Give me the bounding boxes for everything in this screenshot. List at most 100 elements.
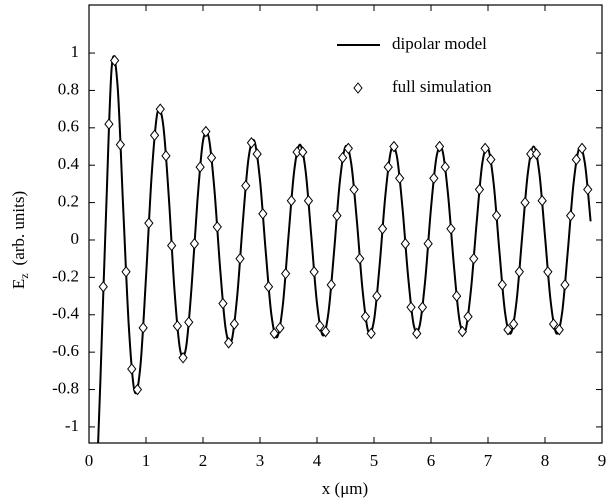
plot-area [97, 54, 593, 443]
diamond-marker [377, 222, 388, 235]
x-tick-label: 4 [313, 451, 322, 470]
y-tick-label: 0.2 [58, 192, 79, 211]
diamond-marker [206, 151, 217, 164]
diamond-marker [491, 209, 502, 222]
diamond-marker [457, 325, 467, 338]
y-tick-label: -0.8 [52, 378, 79, 397]
x-tick-label: 1 [142, 451, 151, 470]
diamond-marker [195, 161, 205, 173]
x-axis-label: x (μm) [322, 479, 368, 498]
diamond-marker [440, 161, 450, 173]
diamond-marker [149, 129, 160, 142]
x-tick-label: 6 [427, 451, 436, 470]
diamond-marker [127, 363, 137, 375]
diamond-marker [258, 208, 268, 220]
diamond-marker [486, 153, 496, 166]
diamond-marker [212, 221, 222, 233]
y-tick-label: 0.8 [58, 79, 79, 98]
diamond-marker [520, 196, 530, 209]
diamond-marker [286, 194, 296, 207]
diamond-marker [566, 209, 576, 222]
diamond-marker [167, 239, 177, 252]
y-axis-label: Ez (arb. units) [9, 191, 31, 289]
diamond-marker [395, 172, 405, 185]
diamond-marker [104, 118, 114, 130]
diamond-marker [406, 301, 416, 314]
diamond-marker [583, 183, 593, 196]
diamond-marker [400, 237, 410, 250]
y-axis-label-sub: z [17, 273, 31, 278]
diamond-marker [531, 148, 542, 160]
diamond-marker [275, 322, 285, 334]
diamond-marker [121, 265, 131, 278]
x-tick-label: 9 [598, 451, 607, 470]
diamond-marker [338, 151, 348, 164]
diamond-marker [263, 280, 274, 293]
diamond-marker [332, 209, 342, 222]
model-line [97, 55, 592, 443]
legend-label: full simulation [392, 77, 492, 96]
x-tick-label: 8 [541, 451, 550, 470]
diamond-marker [537, 194, 547, 207]
diamond-marker [269, 327, 279, 340]
diamond-marker [241, 179, 251, 192]
diamond-marker [503, 323, 513, 336]
legend-marker [353, 82, 363, 94]
diamond-marker [155, 103, 165, 115]
diamond-marker [543, 265, 553, 278]
diamond-marker [138, 322, 148, 334]
diamond-marker [497, 279, 507, 291]
diamond-marker [184, 316, 194, 329]
diamond-marker [326, 279, 336, 291]
plot-frame [88, 4, 603, 444]
diamond-marker [469, 252, 479, 265]
diamond-marker [417, 301, 428, 314]
y-tick-label: -0.2 [52, 266, 79, 285]
diamond-marker [343, 142, 353, 155]
x-tick-label: 7 [484, 451, 493, 470]
diamond-marker [554, 323, 564, 336]
diamond-marker [132, 383, 143, 396]
diamond-marker [480, 142, 490, 155]
diamond-marker [218, 297, 228, 310]
x-tick-label: 0 [85, 451, 94, 470]
diamond-marker [514, 265, 524, 278]
diamond-marker [366, 327, 376, 340]
diamond-marker [372, 290, 382, 302]
diamond-marker [446, 222, 456, 235]
diamond-marker [224, 336, 234, 349]
diamond-marker [577, 142, 587, 155]
diamond-marker [161, 150, 171, 162]
diamond-marker [315, 320, 325, 332]
y-tick-label: -0.6 [52, 341, 79, 360]
legend-label: dipolar model [392, 34, 487, 53]
diamond-marker [98, 280, 108, 293]
diamond-marker [355, 252, 365, 265]
x-tick-label: 2 [199, 451, 208, 470]
diamond-marker [189, 237, 200, 250]
diamond-marker [560, 279, 570, 291]
diamond-marker [509, 318, 519, 330]
diamond-marker [246, 136, 257, 149]
x-tick-label: 5 [370, 451, 379, 470]
y-tick-label: 1 [71, 42, 80, 61]
x-tick-label: 3 [256, 451, 265, 470]
y-tick-label: -0.4 [52, 304, 79, 323]
diamond-marker [252, 148, 262, 160]
diamond-marker [144, 217, 154, 229]
diamond-marker [463, 310, 473, 323]
y-tick-label: 0.6 [58, 117, 79, 136]
diamond-marker [229, 318, 239, 330]
diamond-marker [303, 194, 314, 207]
diamond-marker [349, 183, 359, 196]
diamond-marker [474, 183, 485, 196]
diamond-marker [360, 310, 371, 323]
diamond-marker [423, 237, 433, 250]
diamond-marker [235, 252, 245, 265]
y-tick-label: 0.4 [58, 154, 80, 173]
y-axis-label-main: E [9, 279, 28, 289]
diamond-marker [434, 140, 445, 153]
y-axis-label-units: (arb. units) [9, 191, 28, 266]
diamond-marker [320, 325, 331, 338]
